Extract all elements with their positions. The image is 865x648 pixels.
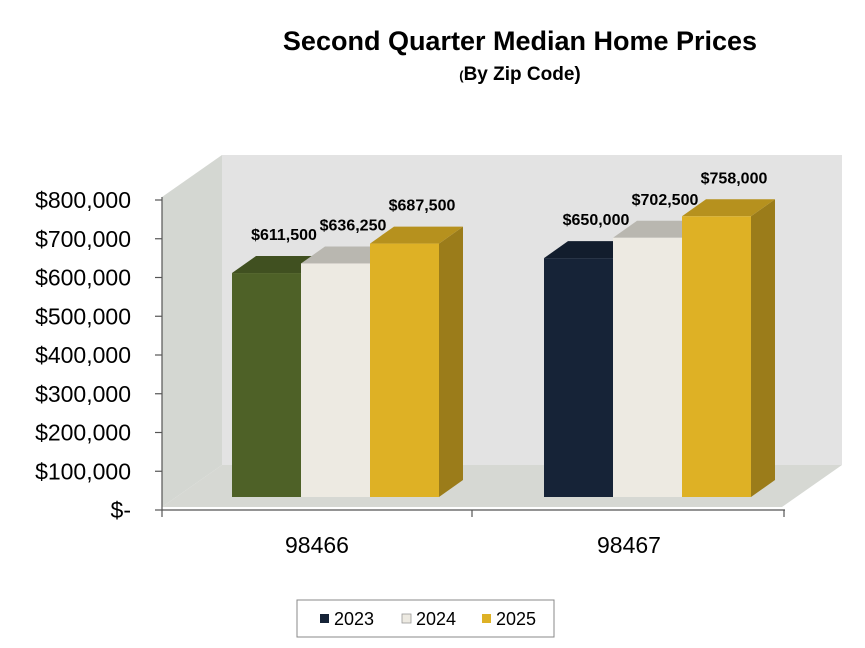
y-tick-label: $200,000 <box>35 420 131 446</box>
bar-front <box>370 243 439 497</box>
bar-front <box>682 216 751 497</box>
bars: $611,500$636,250$687,500 $650,000$702,500… <box>232 170 775 497</box>
legend-swatch <box>320 614 329 623</box>
y-tick-label: $700,000 <box>35 226 131 252</box>
bar-top <box>682 199 775 217</box>
bar-front <box>613 237 682 497</box>
x-tick-label: 98467 <box>597 532 661 558</box>
bar-front <box>544 258 613 497</box>
bar-front <box>232 273 301 497</box>
legend-box <box>296 599 555 638</box>
y-tick-label: $300,000 <box>35 381 131 407</box>
y-ticks: $- $100,000 $200,000 $300,000 $400,000 $500,0… <box>35 187 162 523</box>
data-label: $636,250 <box>320 217 387 234</box>
y-tick-label: $100,000 <box>35 458 131 484</box>
y-tick-label: $600,000 <box>35 265 131 291</box>
y-tick-label: $500,000 <box>35 303 131 329</box>
y-tick-label: $800,000 <box>35 187 131 213</box>
legend-label: 2024 <box>416 609 456 629</box>
chart-title: Second Quarter Median Home Prices <box>283 26 757 56</box>
data-label: $650,000 <box>563 212 630 229</box>
legend-label: 2025 <box>496 609 536 629</box>
y-tick-label: $400,000 <box>35 342 131 368</box>
data-label: $702,500 <box>632 192 699 209</box>
side-wall <box>162 155 222 507</box>
bar-side <box>439 226 463 497</box>
data-label: $611,500 <box>251 227 317 244</box>
y-tick-label: $- <box>111 497 131 523</box>
bar-side <box>751 199 775 497</box>
subtitle-text: By Zip Code) <box>464 64 581 85</box>
bar-98467-2025 <box>682 199 775 497</box>
legend-swatch <box>401 613 412 624</box>
legend-item-2024: 2024 <box>401 609 456 629</box>
data-label: $758,000 <box>701 170 768 187</box>
subtitle-paren: ( <box>459 68 464 83</box>
legend-item-2023: 2023 <box>320 609 374 629</box>
data-label: $687,500 <box>389 198 456 215</box>
legend-item-2025: 2025 <box>482 609 536 629</box>
bar-top <box>370 226 463 244</box>
legend: 2023 2024 2025 <box>296 599 555 638</box>
legend-swatch <box>482 614 491 623</box>
chart-subtitle: (By Zip Code) <box>459 64 581 85</box>
legend-label: 2023 <box>334 609 374 629</box>
x-ticks: 98466 98467 <box>285 532 661 558</box>
x-tick-label: 98466 <box>285 532 349 558</box>
bar-front <box>301 263 370 497</box>
legend-items: 2023 2024 2025 <box>320 609 536 629</box>
bar-98466-2025 <box>370 226 463 497</box>
